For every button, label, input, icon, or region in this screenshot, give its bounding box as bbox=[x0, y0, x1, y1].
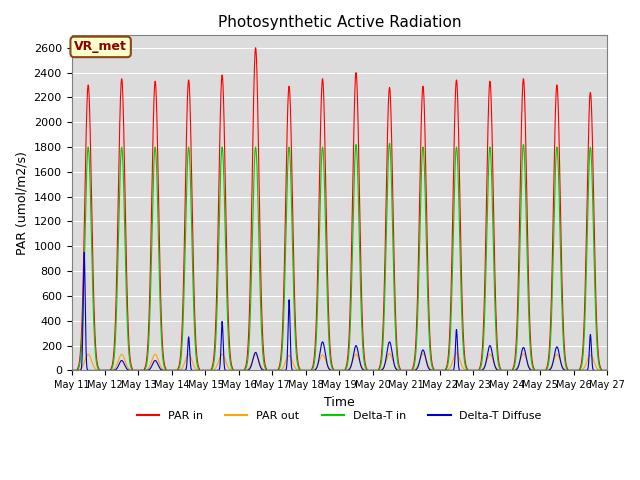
Title: Photosynthetic Active Radiation: Photosynthetic Active Radiation bbox=[218, 15, 461, 30]
Text: VR_met: VR_met bbox=[74, 40, 127, 53]
X-axis label: Time: Time bbox=[324, 396, 355, 408]
Y-axis label: PAR (umol/m2/s): PAR (umol/m2/s) bbox=[15, 151, 28, 255]
Legend: PAR in, PAR out, Delta-T in, Delta-T Diffuse: PAR in, PAR out, Delta-T in, Delta-T Dif… bbox=[132, 406, 546, 425]
